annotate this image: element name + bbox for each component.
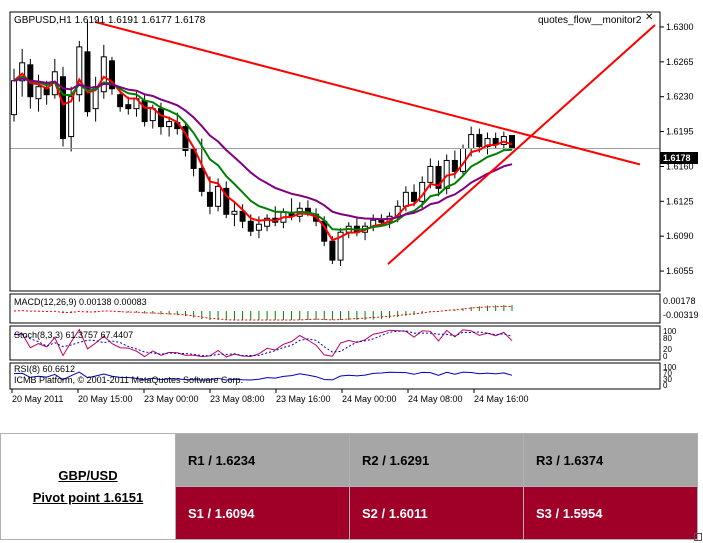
candle-body	[402, 191, 409, 207]
candle-body	[100, 56, 107, 93]
r3-cell: R3 / 1.6374	[523, 433, 698, 487]
candle-body	[141, 100, 148, 123]
macd-tick-top: 0.00178	[663, 296, 696, 306]
time-tick-label: 20 May 15:00	[78, 394, 133, 404]
candle-body	[500, 136, 507, 146]
candle-body	[337, 231, 344, 261]
candle-body	[329, 240, 336, 261]
macd-signal-line	[13, 305, 513, 321]
candle-body	[108, 60, 115, 90]
stoch-tick-100: 100	[663, 327, 677, 336]
price-tick-label: 1.6300	[666, 22, 694, 32]
candle-body	[427, 165, 434, 183]
price-chart[interactable]: GBPUSD,H1 1.6191 1.6191 1.6177 1.6178 qu…	[0, 0, 703, 410]
candle-body	[468, 134, 475, 150]
stoch-signal-line	[13, 330, 513, 357]
main-panel-frame	[9, 11, 661, 292]
ma-slow-line	[13, 77, 513, 221]
trendline	[387, 24, 656, 265]
pair-label: GBP/USD	[58, 467, 118, 483]
r1-cell: R1 / 1.6234	[175, 433, 350, 487]
candle-body	[411, 191, 418, 202]
stoch-label: Stoch(8,3,3) 61.3757 67.4407	[14, 330, 133, 340]
candle-body	[239, 210, 246, 222]
time-tick-label: 20 May 2011	[12, 394, 63, 404]
candle-body	[484, 138, 491, 148]
candle-body	[378, 219, 385, 223]
price-tick-label: 1.6195	[666, 127, 694, 137]
copyright-text: ICMB Platform, © 2001-2011 MetaQuotes So…	[14, 375, 243, 385]
candle-body	[166, 121, 173, 128]
ma-mid-line	[13, 75, 513, 231]
chart-header: GBPUSD,H1 1.6191 1.6191 1.6177 1.6178	[14, 15, 206, 26]
chart-canvas[interactable]: GBPUSD,H1 1.6191 1.6191 1.6177 1.6178 qu…	[0, 0, 703, 410]
price-tick-label: 1.6125	[666, 196, 694, 206]
price-tick-label: 1.6090	[666, 231, 694, 241]
candle-body	[11, 80, 17, 116]
price-tick-label: 1.6160	[666, 161, 694, 171]
current-price-marker: 1.6178	[660, 152, 698, 164]
candle-body	[451, 159, 458, 172]
macd-label: MACD(12,26,9) 0.00138 0.00083	[14, 297, 147, 307]
indicator-label: quotes_flow__monitor2	[538, 15, 642, 26]
candle-body	[117, 94, 124, 108]
candle-body	[35, 86, 42, 100]
candle-body	[59, 76, 66, 140]
rsi-tick-0: 0	[663, 381, 668, 390]
candle-body	[264, 217, 271, 227]
candle-body	[509, 135, 515, 150]
time-tick-label: 23 May 00:00	[144, 394, 199, 404]
rsi-tick-30: 30	[663, 375, 672, 384]
rsi-tick-100: 100	[663, 363, 677, 372]
pivot-title-cell: GBP/USD Pivot point 1.6151	[0, 433, 176, 540]
time-tick-label: 24 May 16:00	[474, 394, 529, 404]
rsi-tick-70: 70	[663, 369, 672, 378]
candle-body	[43, 88, 50, 96]
candle-body	[476, 134, 483, 148]
candle-body	[435, 165, 442, 189]
candle-body	[125, 104, 132, 110]
current-price-label: 1.6178	[663, 153, 691, 163]
candle-body	[247, 220, 254, 232]
s3-cell: S3 / 1.5954	[523, 486, 698, 540]
rsi-panel-frame	[9, 362, 661, 390]
time-tick-label: 23 May 08:00	[210, 394, 265, 404]
candle-body	[19, 62, 26, 82]
time-tick-label: 24 May 08:00	[408, 394, 463, 404]
stoch-tick-20: 20	[663, 345, 672, 354]
macd-tick-bottom: -0.00319	[663, 310, 699, 320]
candle-body	[231, 210, 238, 215]
candle-body	[198, 167, 205, 192]
time-tick-label: 24 May 00:00	[342, 394, 397, 404]
price-tick-label: 1.6055	[666, 266, 694, 276]
stoch-tick-0: 0	[663, 352, 668, 361]
pivot-table: GBP/USD Pivot point 1.6151 R1 / 1.6234 R…	[0, 433, 698, 540]
candle-body	[68, 96, 75, 138]
rsi-line	[13, 371, 513, 381]
close-icon[interactable]: ✕	[645, 12, 654, 23]
candle-body	[215, 185, 222, 207]
price-tick-label: 1.6230	[666, 92, 694, 102]
s1-cell: S1 / 1.6094	[175, 486, 350, 540]
price-tick-label: 1.6265	[666, 57, 694, 67]
candle-body	[255, 223, 262, 231]
candle-body	[223, 187, 230, 215]
time-tick-label: 23 May 16:00	[276, 394, 331, 404]
s2-cell: S2 / 1.6011	[349, 486, 524, 540]
r2-cell: R2 / 1.6291	[349, 433, 524, 487]
stoch-panel-frame	[9, 325, 661, 361]
rsi-label: RSI(8) 60.6612	[14, 364, 75, 374]
resize-handle[interactable]	[694, 533, 702, 541]
trendline	[94, 20, 641, 166]
stoch-main-line	[13, 328, 513, 358]
candle-body	[206, 191, 213, 207]
candle-body	[76, 46, 83, 96]
stoch-tick-80: 80	[663, 334, 672, 343]
macd-panel-frame	[9, 293, 661, 324]
candle-body	[157, 108, 164, 128]
pivot-point-label: Pivot point 1.6151	[32, 489, 144, 505]
candle-body	[84, 51, 91, 113]
